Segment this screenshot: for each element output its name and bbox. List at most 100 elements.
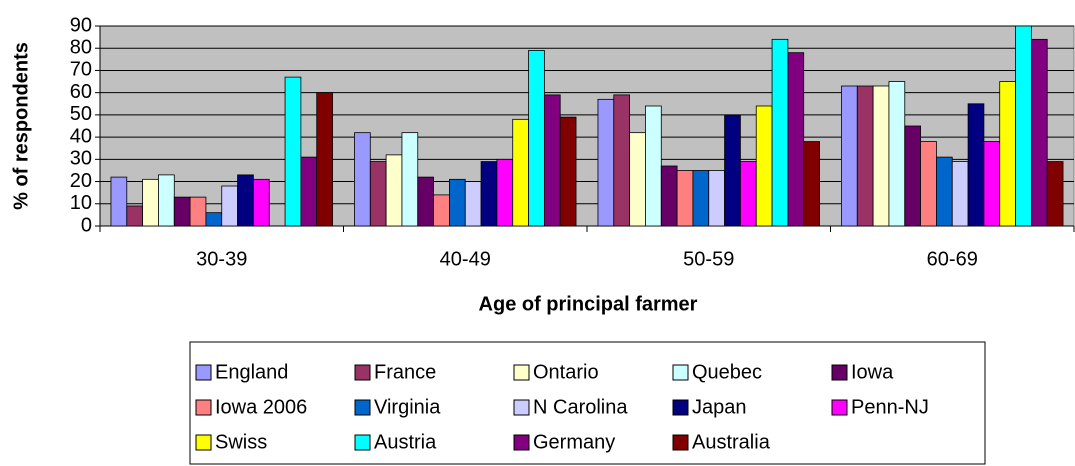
bar <box>936 156 953 227</box>
legend-label: N Carolina <box>533 396 628 418</box>
bar <box>920 141 937 227</box>
y-tick-label: 30 <box>70 148 92 170</box>
bar <box>433 194 450 227</box>
bar <box>142 178 159 227</box>
bar <box>221 185 238 227</box>
bar <box>449 178 466 227</box>
legend-swatch <box>831 399 848 416</box>
bar <box>559 116 577 227</box>
legend-swatch <box>513 399 530 416</box>
bar <box>237 174 254 227</box>
y-tick-label: 70 <box>70 59 92 81</box>
y-tick-label: 10 <box>70 192 92 214</box>
bar <box>803 141 820 227</box>
bar <box>126 205 144 227</box>
legend-label: Iowa 2006 <box>215 396 307 418</box>
legend-swatch <box>513 364 530 381</box>
legend-swatch <box>195 434 212 451</box>
legend-swatch <box>513 434 530 451</box>
bar <box>464 181 482 227</box>
bar <box>173 196 191 227</box>
y-tick-label: 0 <box>81 214 92 236</box>
x-tick-label: 30-39 <box>196 248 247 270</box>
legend-label: Austria <box>374 431 437 453</box>
legend-label: Penn-NJ <box>851 396 929 418</box>
bar <box>528 50 545 227</box>
bar <box>512 118 529 227</box>
bar <box>740 161 757 227</box>
bar <box>1030 38 1048 227</box>
bar <box>1015 25 1032 227</box>
legend-swatch <box>831 364 848 381</box>
legend-label: Iowa <box>851 361 894 383</box>
bar <box>543 94 561 227</box>
y-tick-label: 80 <box>70 37 92 59</box>
x-tick-label: 60-69 <box>927 248 978 270</box>
legend-swatch <box>195 399 212 416</box>
bar <box>771 38 789 227</box>
legend-swatch <box>672 399 689 416</box>
y-tick-label: 60 <box>70 81 92 103</box>
legend-box <box>189 341 986 465</box>
y-tick-label: 20 <box>70 170 92 192</box>
bar <box>999 81 1016 227</box>
legend-swatch <box>195 364 212 381</box>
bar <box>613 94 631 227</box>
bar <box>692 170 710 227</box>
bar <box>755 105 773 227</box>
bar <box>967 103 985 227</box>
legend-label: Germany <box>533 431 615 453</box>
bar <box>110 176 128 227</box>
bar <box>597 98 615 227</box>
legend-label: Australia <box>692 431 771 453</box>
bar <box>480 161 498 227</box>
legend-label: Virginia <box>374 396 441 418</box>
bar <box>904 125 921 227</box>
bar <box>401 132 419 227</box>
bar <box>660 165 678 227</box>
bar <box>158 174 175 227</box>
legend-label: France <box>374 361 436 383</box>
bar <box>629 132 646 227</box>
legend-label: Quebec <box>692 361 762 383</box>
x-axis-title: Age of principal farmer <box>479 293 698 315</box>
legend-label: England <box>215 361 288 383</box>
legend-label: Swiss <box>215 431 267 453</box>
bar <box>645 105 662 227</box>
bar <box>417 176 434 227</box>
bar <box>708 170 725 227</box>
bar <box>856 85 874 227</box>
legend-label: Japan <box>692 396 747 418</box>
bar <box>385 154 403 227</box>
y-tick-label: 50 <box>70 103 92 125</box>
y-axis-title: % of respondents <box>10 42 32 210</box>
bar <box>888 81 906 227</box>
bar <box>253 178 270 227</box>
bar <box>284 76 302 227</box>
legend-swatch <box>672 434 689 451</box>
bar <box>189 196 207 227</box>
legend-swatch <box>354 399 371 416</box>
x-tick-label: 40-49 <box>440 248 491 270</box>
bar <box>787 52 805 227</box>
x-tick-label: 50-59 <box>683 248 734 270</box>
bar <box>724 114 741 227</box>
bar <box>841 85 858 227</box>
bar <box>205 212 223 227</box>
legend-swatch <box>354 434 371 451</box>
bar <box>369 161 387 227</box>
bar <box>300 156 318 227</box>
bar <box>676 170 694 227</box>
legend-swatch <box>354 364 371 381</box>
bar <box>354 132 371 227</box>
bar <box>983 141 1001 227</box>
y-tick-label: 90 <box>70 14 92 36</box>
bar <box>872 85 890 227</box>
bar <box>496 158 514 227</box>
y-tick-label: 40 <box>70 125 92 147</box>
bar <box>951 161 969 227</box>
legend-label: Ontario <box>533 361 599 383</box>
bar <box>316 92 333 227</box>
legend-swatch <box>672 364 689 381</box>
